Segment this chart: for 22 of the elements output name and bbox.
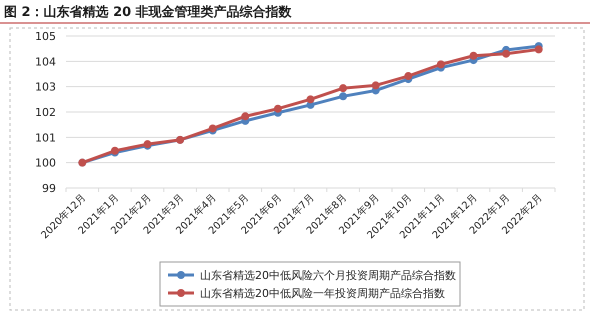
point [502,50,510,58]
legend-label: 山东省精选20中低风险一年投资周期产品综合指数 [200,287,445,300]
y-tick-label: 99 [42,182,56,195]
point [372,81,380,90]
point [208,124,217,132]
y-tick-label: 101 [35,131,56,144]
legend-label: 山东省精选20中低风险六个月投资周期产品综合指数 [200,269,456,282]
point [339,84,348,92]
point [436,60,445,68]
y-tick-label: 102 [35,106,56,119]
point [534,45,543,54]
title: 图 2：山东省精选 20 非现金管理类产品综合指数 [4,5,292,20]
point [404,72,412,80]
y-tick-label: 105 [35,30,56,43]
point [241,112,250,120]
point [339,92,348,100]
y-tick-label: 100 [35,156,56,170]
point [274,104,282,113]
y-tick-label: 103 [35,80,56,94]
y-tick-label: 104 [35,55,56,68]
point [470,52,478,60]
point [306,95,314,104]
